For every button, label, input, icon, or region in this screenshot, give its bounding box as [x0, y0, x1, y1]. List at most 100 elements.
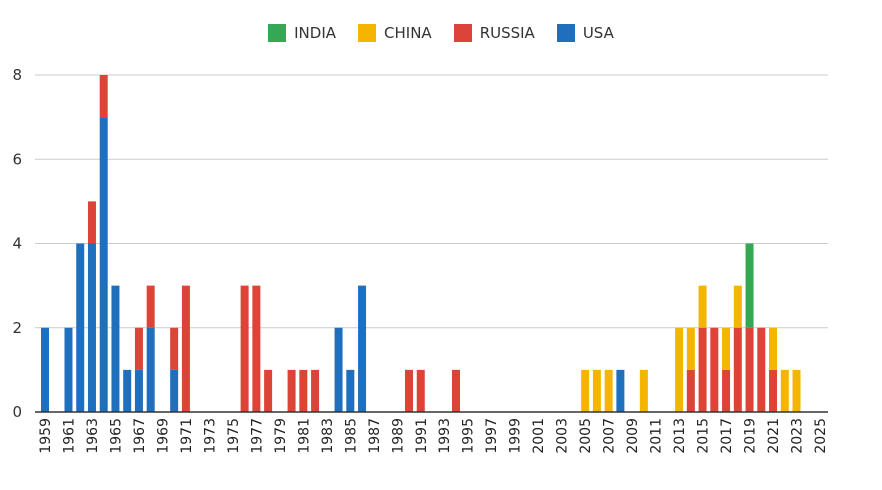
x-tick-label: 2025 — [813, 418, 829, 454]
bar-russia-1990 — [405, 369, 414, 412]
bar-china-2010 — [639, 369, 648, 412]
bar-india-2019 — [745, 243, 754, 328]
legend-item-india: INDIA — [268, 24, 336, 42]
x-tick-label: 1975 — [226, 418, 242, 454]
bar-russia-1968 — [146, 285, 155, 328]
bar-china-2006 — [592, 369, 601, 412]
bar-russia-1982 — [311, 369, 320, 412]
x-tick-label: 1971 — [179, 418, 195, 454]
bar-russia-1967 — [134, 327, 143, 370]
bar-china-2023 — [792, 369, 801, 412]
legend-swatch — [453, 24, 472, 42]
bar-russia-2020 — [757, 327, 766, 412]
x-tick-label: 1985 — [343, 418, 359, 454]
bar-russia-1981 — [299, 369, 308, 412]
legend-label: USA — [582, 24, 614, 42]
x-tick-label: 2007 — [602, 418, 618, 454]
x-tick-label: 1997 — [484, 418, 500, 454]
legend-item-russia: RUSSIA — [453, 24, 535, 42]
y-tick-label: 6 — [12, 150, 22, 168]
bar-russia-1978 — [264, 369, 273, 412]
x-tick-label: 1963 — [85, 418, 101, 454]
bar-russia-1971 — [181, 285, 190, 412]
x-tick-label: 1999 — [508, 418, 524, 454]
bar-russia-1976 — [240, 285, 249, 412]
legend-item-usa: USA — [556, 24, 614, 42]
bar-usa-1985 — [346, 369, 355, 412]
bar-russia-2015 — [698, 327, 707, 412]
legend: INDIA CHINA RUSSIA USA — [0, 24, 882, 42]
bar-china-2014 — [686, 327, 695, 370]
x-tick-label: 1995 — [461, 418, 477, 454]
x-tick-label: 1965 — [108, 418, 124, 454]
bar-russia-1991 — [416, 369, 425, 412]
legend-item-china: CHINA — [358, 24, 432, 42]
legend-swatch — [556, 24, 575, 42]
y-tick-label: 4 — [12, 235, 22, 253]
legend-label: RUSSIA — [479, 24, 535, 42]
bar-russia-2019 — [745, 327, 754, 412]
bar-usa-1984 — [334, 327, 343, 412]
legend-swatch — [268, 24, 287, 42]
bar-russia-2017 — [722, 369, 731, 412]
bar-china-2021 — [769, 327, 778, 370]
x-tick-label: 2011 — [649, 418, 665, 454]
bar-russia-2016 — [710, 327, 719, 412]
bar-usa-1959 — [41, 327, 49, 412]
x-tick-label: 1959 — [38, 418, 54, 454]
bar-russia-1977 — [252, 285, 261, 412]
bar-china-2013 — [675, 327, 684, 412]
bar-china-2015 — [698, 285, 707, 328]
x-tick-label: 1979 — [273, 418, 289, 454]
bar-usa-1968 — [146, 327, 155, 412]
bar-china-2022 — [780, 369, 789, 412]
legend-label: CHINA — [384, 24, 432, 42]
bar-russia-2014 — [686, 369, 695, 412]
x-tick-label: 1981 — [296, 418, 312, 454]
legend-swatch — [358, 24, 377, 42]
bar-usa-1986 — [358, 285, 367, 412]
x-tick-label: 2013 — [672, 418, 688, 454]
x-tick-label: 1969 — [155, 418, 171, 454]
bar-usa-1965 — [111, 285, 120, 412]
bar-china-2005 — [581, 369, 590, 412]
bar-china-2018 — [733, 285, 742, 328]
bar-russia-2021 — [769, 369, 778, 412]
bar-russia-1963 — [87, 201, 96, 244]
y-tick-label: 0 — [12, 403, 22, 421]
x-tick-label: 1973 — [202, 418, 218, 454]
x-tick-label: 1993 — [437, 418, 453, 454]
bar-usa-1967 — [134, 369, 143, 412]
bar-usa-1962 — [76, 243, 85, 412]
bar-russia-1994 — [451, 369, 460, 412]
x-tick-label: 2017 — [719, 418, 735, 454]
bar-russia-1980 — [287, 369, 296, 412]
x-tick-label: 1989 — [390, 418, 406, 454]
x-tick-label: 1987 — [367, 418, 383, 454]
x-tick-label: 2019 — [743, 418, 759, 454]
bar-china-2007 — [604, 369, 613, 412]
bar-russia-1964 — [99, 75, 108, 118]
x-tick-label: 1991 — [414, 418, 430, 454]
bar-usa-1963 — [87, 243, 96, 412]
x-tick-label: 1983 — [320, 418, 336, 454]
x-tick-label: 2021 — [766, 418, 782, 454]
x-tick-label: 1977 — [249, 418, 265, 454]
bar-usa-1966 — [123, 369, 132, 412]
bar-russia-2018 — [733, 327, 742, 412]
x-tick-label: 1967 — [132, 418, 148, 454]
x-tick-label: 2009 — [625, 418, 641, 454]
bar-russia-1970 — [170, 327, 179, 370]
x-tick-label: 2015 — [696, 418, 712, 454]
x-tick-label: 2023 — [790, 418, 806, 454]
x-tick-label: 1961 — [61, 418, 77, 454]
x-tick-label: 2003 — [555, 418, 571, 454]
bar-usa-1961 — [64, 327, 73, 412]
x-tick-label: 2001 — [531, 418, 547, 454]
bar-china-2017 — [722, 327, 731, 370]
y-tick-label: 2 — [12, 319, 22, 337]
legend-label: INDIA — [294, 24, 337, 42]
bar-usa-1970 — [170, 369, 179, 412]
x-tick-label: 2005 — [578, 418, 594, 454]
